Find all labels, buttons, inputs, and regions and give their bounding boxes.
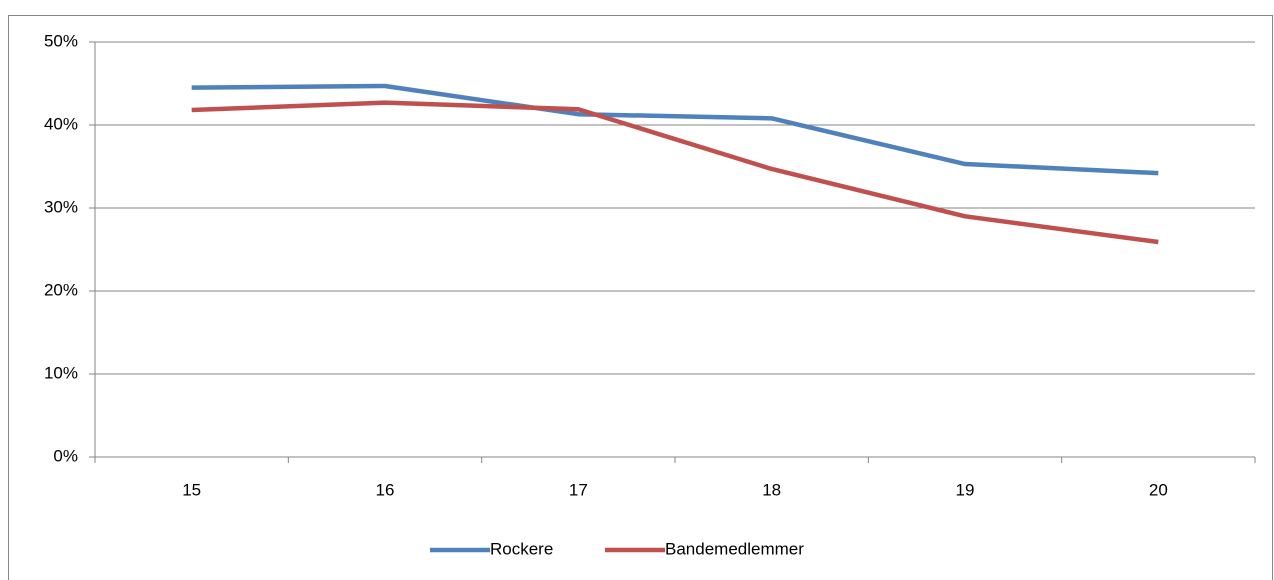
y-tick-label: 40%: [44, 114, 78, 133]
x-tick-label: 16: [376, 480, 395, 499]
x-tick-label: 15: [182, 480, 201, 499]
y-tick-label: 10%: [44, 363, 78, 382]
y-tick-label: 0%: [53, 446, 78, 465]
x-tick-label: 17: [569, 480, 588, 499]
series-line: [191, 100, 1159, 245]
series-line: [191, 83, 1159, 176]
y-tick-label: 20%: [44, 280, 78, 299]
y-tick-label: 50%: [44, 31, 78, 50]
x-tick-label: 19: [956, 480, 975, 499]
legend-label: Bandemedlemmer: [665, 539, 804, 558]
legend-label: Rockere: [490, 539, 553, 558]
x-tick-label: 20: [1149, 480, 1168, 499]
x-tick-label: 18: [762, 480, 781, 499]
y-tick-label: 30%: [44, 197, 78, 216]
